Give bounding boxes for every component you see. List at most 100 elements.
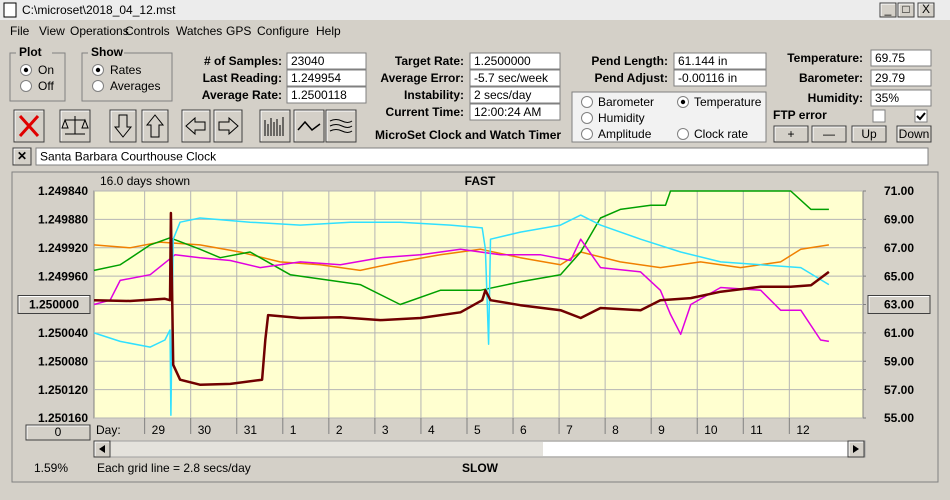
readout-label: Current Time: <box>386 105 464 119</box>
x-tick-label: 1 <box>290 423 297 437</box>
readout-label: Barometer: <box>799 71 863 85</box>
scrollbar-white <box>543 442 848 456</box>
adjust-button[interactable] <box>896 125 932 143</box>
group-title-bg <box>88 46 124 60</box>
readout-value: 29.79 <box>875 71 905 85</box>
group-title: Show <box>91 45 124 59</box>
icon-right <box>218 116 239 136</box>
x-tick-label: 5 <box>474 423 481 437</box>
adjust-button[interactable] <box>851 125 887 143</box>
clear-glyph: ✕ <box>17 149 27 163</box>
x-tick-label: 10 <box>704 423 718 437</box>
series-radio[interactable] <box>677 128 689 140</box>
y-tick-label: 1.249880 <box>38 213 88 227</box>
button-bevel <box>774 126 807 141</box>
readout-value: 61.144 in <box>678 54 727 68</box>
readout-value-box <box>286 69 367 87</box>
y-tick-label: 1.249960 <box>38 269 88 283</box>
clock-name: Santa Barbara Courthouse Clock <box>40 150 217 164</box>
button-bevel <box>898 3 913 16</box>
x-tick-label: 29 <box>152 423 166 437</box>
days-shown: 16.0 days shown <box>100 174 190 188</box>
app-icon <box>3 2 17 18</box>
ylabel-button[interactable] <box>17 295 91 314</box>
readout-label: Target Rate: <box>395 54 464 68</box>
radio-dot <box>95 67 101 73</box>
menu-item[interactable]: Operations <box>70 24 129 38</box>
title-bar <box>0 0 950 20</box>
button-bevel <box>94 441 109 456</box>
menu-item[interactable]: Help <box>316 24 341 38</box>
legend-label: Amplitude <box>598 127 652 141</box>
readout-value: 1.249954 <box>291 71 341 85</box>
y2label-button[interactable] <box>867 295 931 314</box>
percent: 1.59% <box>34 461 68 475</box>
menu-item[interactable]: Controls <box>125 24 170 38</box>
x-tick-label: 9 <box>658 423 665 437</box>
y2-tick-label: 63.00 <box>884 298 914 312</box>
x-tick-label: 11 <box>750 423 763 437</box>
button-bevel <box>110 110 135 141</box>
zoom-label: 0 <box>55 425 62 439</box>
y-tick-label: 1.250040 <box>38 326 88 340</box>
readout-value: 69.75 <box>875 51 905 65</box>
y2-tick-label: 67.00 <box>884 241 914 255</box>
series-line <box>93 190 829 306</box>
y2-tick-label: 57.00 <box>884 383 914 397</box>
readout-label: Humidity: <box>808 91 863 105</box>
y-tick-label: 1.250120 <box>38 383 88 397</box>
clear-button[interactable] <box>12 147 32 166</box>
radio[interactable] <box>92 80 104 92</box>
adjust-button[interactable] <box>811 125 847 143</box>
y2-tick-label: 65.00 <box>884 269 914 283</box>
readout-value-box <box>469 103 561 121</box>
readout-label: Temperature: <box>787 51 863 65</box>
menu-item[interactable]: Configure <box>257 24 309 38</box>
window-button[interactable] <box>917 2 935 18</box>
radio-label: On <box>38 63 54 77</box>
readout-value-box <box>870 89 932 107</box>
group-title-bg <box>16 46 52 60</box>
adjust-button-label: — <box>823 127 835 141</box>
readout-value-box <box>870 49 932 67</box>
window-button[interactable] <box>897 2 915 18</box>
readout-label: # of Samples: <box>204 54 282 68</box>
menu-item[interactable]: Watches <box>176 24 222 38</box>
readout-value: 23040 <box>291 54 325 68</box>
button-bevel <box>26 425 89 439</box>
window-button[interactable] <box>879 2 897 18</box>
menu-item[interactable]: View <box>39 24 65 38</box>
button-bevel <box>14 110 43 141</box>
adjust-button-label: Down <box>899 127 930 141</box>
checkbox[interactable] <box>914 109 928 123</box>
menu-item[interactable]: GPS <box>226 24 251 38</box>
button-bevel <box>142 110 167 141</box>
grid-note: Each grid line = 2.8 secs/day <box>97 461 251 475</box>
series-radio[interactable] <box>581 128 593 140</box>
y-tick-label: 1.250160 <box>38 411 88 425</box>
button-bevel <box>812 126 845 141</box>
button-bevel <box>326 110 355 141</box>
readout-value: -0.00116 in <box>678 71 737 85</box>
clock-name-box <box>35 147 929 166</box>
button-bevel <box>848 441 863 456</box>
series-radio[interactable] <box>581 112 593 124</box>
y-tick-label: 1.249920 <box>38 241 88 255</box>
button-bevel <box>868 296 929 313</box>
x-tick-label: 4 <box>428 423 435 437</box>
slow-label: SLOW <box>462 461 499 475</box>
adjust-button[interactable] <box>773 125 809 143</box>
y2-tick-label: 61.00 <box>884 326 914 340</box>
menu-item[interactable]: File <box>10 24 30 38</box>
x-tick-label: 8 <box>612 423 619 437</box>
radio[interactable] <box>20 80 32 92</box>
readout-value: -5.7 sec/week <box>474 71 549 85</box>
window-button-glyph: _ <box>884 2 892 16</box>
series-radio[interactable] <box>581 96 593 108</box>
zoom-button[interactable] <box>25 424 91 441</box>
checkbox[interactable] <box>872 109 886 123</box>
readout-value-box <box>673 52 767 70</box>
y2-tick-label: 55.00 <box>884 411 914 425</box>
radio-label: Rates <box>110 63 141 77</box>
y2-tick-label: 71.00 <box>884 184 914 198</box>
